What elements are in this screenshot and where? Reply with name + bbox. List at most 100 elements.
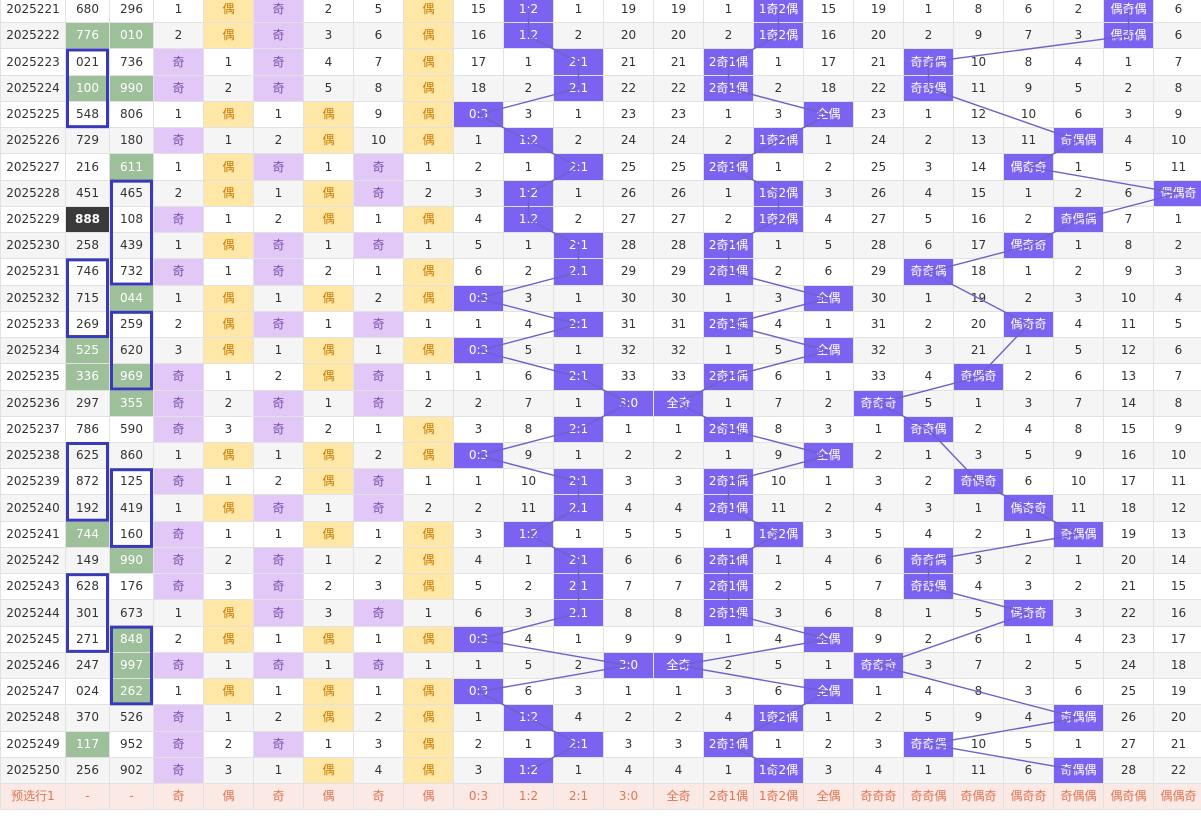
stat-cell: 2 xyxy=(554,206,604,232)
stat-cell: 1 xyxy=(704,0,754,23)
number-cell: 451 xyxy=(66,180,110,206)
stat-cell: 6 xyxy=(1104,180,1154,206)
stat-cell: 6 xyxy=(1154,0,1201,23)
stat-cell: 奇 xyxy=(354,233,404,259)
preselect-cell[interactable]: 2奇1偶 xyxy=(704,784,754,810)
stat-cell: 1 xyxy=(154,600,204,626)
preselect-cell[interactable]: 偶奇偶 xyxy=(1104,784,1154,810)
stat-cell: 22 xyxy=(1104,600,1154,626)
stat-cell: 偶 xyxy=(404,285,454,311)
stat-cell: 2 xyxy=(254,128,304,154)
stat-cell: 7 xyxy=(754,390,804,416)
stat-cell: 偶 xyxy=(204,338,254,364)
stat-cell: 22 xyxy=(654,75,704,101)
stat-cell: 6 xyxy=(754,679,804,705)
stat-cell: 1 xyxy=(204,521,254,547)
stat-cell: 3 xyxy=(454,180,504,206)
preselect-cell[interactable]: 预选行1 xyxy=(1,784,66,810)
preselect-cell[interactable]: - xyxy=(66,784,110,810)
preselect-cell[interactable]: - xyxy=(110,784,154,810)
stat-cell: 20 xyxy=(854,23,904,49)
number-cell: 117 xyxy=(66,731,110,757)
stat-cell: 4 xyxy=(1004,705,1054,731)
number-cell: 192 xyxy=(66,495,110,521)
stat-cell: 12 xyxy=(954,101,1004,127)
stat-cell: 偶 xyxy=(204,101,254,127)
stat-cell: 13 xyxy=(954,128,1004,154)
issue-cell: 2025221 xyxy=(1,0,66,23)
preselect-cell[interactable]: 奇偶偶 xyxy=(1054,784,1104,810)
number-cell: 952 xyxy=(110,731,154,757)
preselect-cell[interactable]: 3:0 xyxy=(604,784,654,810)
stat-cell: 6 xyxy=(1004,757,1054,783)
stat-cell: 26 xyxy=(654,180,704,206)
stat-cell: 2 xyxy=(554,23,604,49)
preselect-cell[interactable]: 偶 xyxy=(404,784,454,810)
stat-cell: 4 xyxy=(804,547,854,573)
stat-cell: 2 xyxy=(154,626,204,652)
stat-cell: 偶 xyxy=(204,495,254,521)
stat-cell: 奇 xyxy=(254,23,304,49)
stat-cell: 6 xyxy=(1154,338,1201,364)
stat-cell: 2 xyxy=(1054,259,1104,285)
stat-cell: 4 xyxy=(1054,626,1104,652)
stat-cell: 奇 xyxy=(154,49,204,75)
preselect-cell[interactable]: 偶奇奇 xyxy=(1004,784,1054,810)
preselect-cell[interactable]: 奇 xyxy=(354,784,404,810)
stat-cell: 1 xyxy=(554,626,604,652)
stat-cell: 偶 xyxy=(304,442,354,468)
number-cell: 256 xyxy=(66,757,110,783)
stat-cell: 8 xyxy=(504,416,554,442)
preselect-cell[interactable]: 偶 xyxy=(204,784,254,810)
stat-cell: 29 xyxy=(604,259,654,285)
stat-cell: 13 xyxy=(1104,364,1154,390)
preselect-cell[interactable]: 奇偶奇 xyxy=(954,784,1004,810)
preselect-cell[interactable]: 奇奇奇 xyxy=(854,784,904,810)
stat-cell: 3 xyxy=(854,469,904,495)
stat-cell: 偶 xyxy=(404,128,454,154)
stat-cell: 15 xyxy=(954,180,1004,206)
preselect-cell[interactable]: 奇奇偶 xyxy=(904,784,954,810)
stat-cell: 1 xyxy=(404,469,454,495)
stat-cell: 1 xyxy=(1104,49,1154,75)
stat-cell: 6 xyxy=(804,600,854,626)
stat-cell: 奇偶偶 xyxy=(1054,521,1104,547)
preselect-cell[interactable]: 1:2 xyxy=(504,784,554,810)
stat-cell: 1 xyxy=(504,233,554,259)
preselect-cell[interactable]: 奇 xyxy=(154,784,204,810)
stat-cell: 1 xyxy=(404,233,454,259)
preselect-cell[interactable]: 全偶 xyxy=(804,784,854,810)
stat-cell: 31 xyxy=(604,311,654,337)
preselect-cell[interactable]: 偶偶奇 xyxy=(1154,784,1201,810)
stat-cell: 1 xyxy=(454,364,504,390)
stat-cell: 2 xyxy=(704,23,754,49)
preselect-cell[interactable]: 奇 xyxy=(254,784,304,810)
stat-cell: 18 xyxy=(804,75,854,101)
stat-cell: 2奇1偶 xyxy=(704,154,754,180)
stat-cell: 2 xyxy=(854,705,904,731)
stat-cell: 奇 xyxy=(254,311,304,337)
stat-cell: 全偶 xyxy=(804,338,854,364)
preselect-cell[interactable]: 0:3 xyxy=(454,784,504,810)
preselect-cell[interactable]: 1奇2偶 xyxy=(754,784,804,810)
preselect-cell[interactable]: 偶 xyxy=(304,784,354,810)
stat-cell: 1 xyxy=(704,757,754,783)
stat-cell: 1 xyxy=(1154,206,1201,232)
stat-cell: 偶 xyxy=(404,574,454,600)
preselect-cell[interactable]: 全奇 xyxy=(654,784,704,810)
number-cell: 176 xyxy=(110,574,154,600)
stat-cell: 20 xyxy=(604,23,654,49)
stat-cell: 偶奇奇 xyxy=(1004,600,1054,626)
number-cell: 160 xyxy=(110,521,154,547)
stat-cell: 奇 xyxy=(154,574,204,600)
issue-cell: 2025228 xyxy=(1,180,66,206)
preselect-cell[interactable]: 2:1 xyxy=(554,784,604,810)
stat-cell: 5 xyxy=(904,705,954,731)
stat-cell: 26 xyxy=(1104,705,1154,731)
stat-cell: 奇偶奇 xyxy=(954,364,1004,390)
stat-cell: 1 xyxy=(404,311,454,337)
stat-cell: 28 xyxy=(854,233,904,259)
stat-cell: 2 xyxy=(254,469,304,495)
